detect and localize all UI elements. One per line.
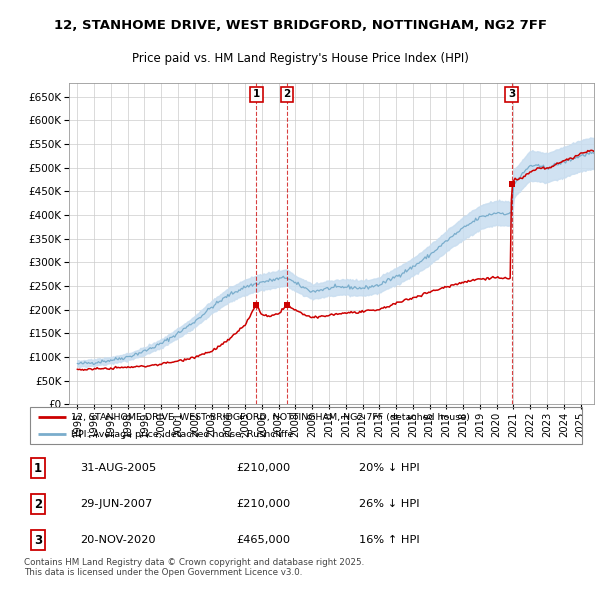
Text: 1: 1 — [253, 90, 260, 100]
Text: 12, STANHOME DRIVE, WEST BRIDGFORD, NOTTINGHAM, NG2 7FF: 12, STANHOME DRIVE, WEST BRIDGFORD, NOTT… — [53, 19, 547, 32]
Text: 26% ↓ HPI: 26% ↓ HPI — [359, 499, 419, 509]
Text: 2: 2 — [34, 497, 42, 510]
Text: 3: 3 — [508, 90, 515, 100]
Text: 3: 3 — [34, 533, 42, 546]
Text: 12, STANHOME DRIVE, WEST BRIDGFORD, NOTTINGHAM, NG2 7FF (detached house): 12, STANHOME DRIVE, WEST BRIDGFORD, NOTT… — [71, 412, 470, 422]
Text: 1: 1 — [34, 461, 42, 474]
Text: 20-NOV-2020: 20-NOV-2020 — [80, 535, 155, 545]
Text: £210,000: £210,000 — [236, 499, 290, 509]
Text: 16% ↑ HPI: 16% ↑ HPI — [359, 535, 419, 545]
Text: HPI: Average price, detached house, Rushcliffe: HPI: Average price, detached house, Rush… — [71, 430, 294, 439]
Text: £210,000: £210,000 — [236, 463, 290, 473]
Text: £465,000: £465,000 — [236, 535, 290, 545]
Text: 20% ↓ HPI: 20% ↓ HPI — [359, 463, 419, 473]
Text: Price paid vs. HM Land Registry's House Price Index (HPI): Price paid vs. HM Land Registry's House … — [131, 52, 469, 65]
Text: 31-AUG-2005: 31-AUG-2005 — [80, 463, 156, 473]
Text: Contains HM Land Registry data © Crown copyright and database right 2025.
This d: Contains HM Land Registry data © Crown c… — [24, 558, 364, 577]
Text: 2: 2 — [283, 90, 290, 100]
Text: 29-JUN-2007: 29-JUN-2007 — [80, 499, 152, 509]
